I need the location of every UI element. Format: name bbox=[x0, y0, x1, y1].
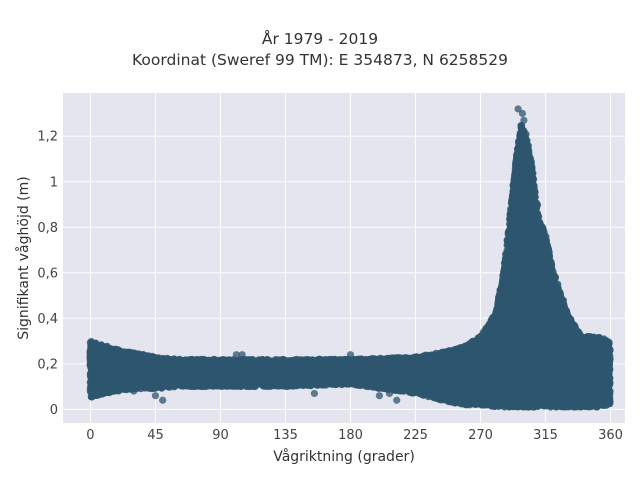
chart-subtitle: Koordinat (Sweref 99 TM): E 354873, N 62… bbox=[132, 51, 508, 69]
data-points bbox=[86, 105, 614, 411]
chart-title: År 1979 - 2019 bbox=[261, 30, 379, 48]
